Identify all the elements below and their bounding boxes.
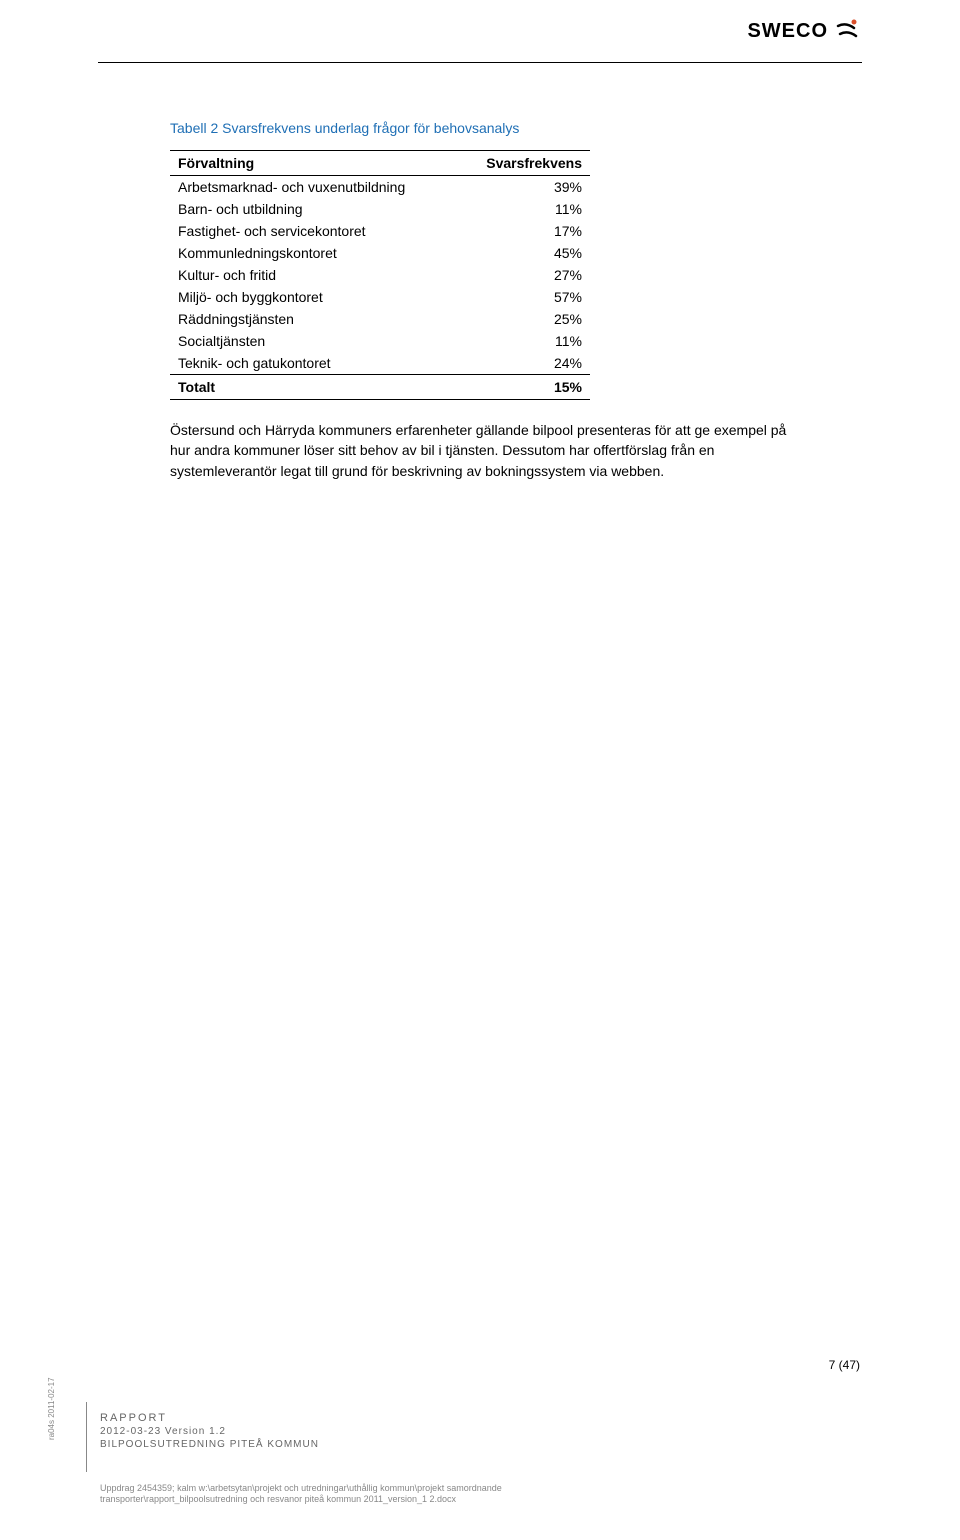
table-row: Fastighet- och servicekontoret 17%: [170, 220, 590, 242]
sweco-logo: SWECO: [747, 18, 860, 44]
row-value: 39%: [458, 176, 590, 199]
table-row: Arbetsmarknad- och vuxenutbildning 39%: [170, 176, 590, 199]
footer-path: Uppdrag 2454359; kalm w:\arbetsytan\proj…: [100, 1483, 502, 1506]
table-row: Barn- och utbildning 11%: [170, 198, 590, 220]
page-number: 7 (47): [829, 1358, 860, 1372]
footer-vertical-line: [86, 1402, 87, 1472]
footer-left-block: RAPPORT 2012-03-23 Version 1.2 BILPOOLSU…: [100, 1412, 319, 1450]
row-label: Kultur- och fritid: [170, 264, 458, 286]
table-row: Teknik- och gatukontoret 24%: [170, 352, 590, 375]
subtitle-label: BILPOOLSUTREDNING PITEÅ KOMMUN: [100, 1439, 319, 1450]
table-caption: Tabell 2 Svarsfrekvens underlag frågor f…: [170, 120, 810, 136]
row-label: Socialtjänsten: [170, 330, 458, 352]
table-row: Räddningstjänsten 25%: [170, 308, 590, 330]
table-total-row: Totalt 15%: [170, 375, 590, 400]
svarsfrekvens-table: Förvaltning Svarsfrekvens Arbetsmarknad-…: [170, 150, 590, 400]
vertical-code: ra04s 2011-02-17: [47, 1377, 56, 1440]
row-value: 11%: [458, 330, 590, 352]
sweco-logo-icon: [834, 18, 860, 44]
row-value: 57%: [458, 286, 590, 308]
total-label: Totalt: [170, 375, 458, 400]
version-label: 2012-03-23 Version 1.2: [100, 1426, 319, 1437]
row-label: Räddningstjänsten: [170, 308, 458, 330]
row-value: 24%: [458, 352, 590, 375]
row-value: 11%: [458, 198, 590, 220]
body-paragraph: Östersund och Härryda kommuners erfarenh…: [170, 420, 810, 481]
table-row: Kultur- och fritid 27%: [170, 264, 590, 286]
page-header: SWECO: [0, 0, 960, 70]
page-footer: ra04s 2011-02-17 7 (47) RAPPORT 2012-03-…: [0, 1340, 960, 1540]
main-content: Tabell 2 Svarsfrekvens underlag frågor f…: [170, 120, 810, 481]
row-label: Fastighet- och servicekontoret: [170, 220, 458, 242]
table-row: Socialtjänsten 11%: [170, 330, 590, 352]
rapport-label: RAPPORT: [100, 1412, 319, 1424]
logo-text: SWECO: [747, 20, 828, 43]
row-label: Barn- och utbildning: [170, 198, 458, 220]
header-rule: [98, 62, 862, 63]
table-row: Kommunledningskontoret 45%: [170, 242, 590, 264]
table-header-row: Förvaltning Svarsfrekvens: [170, 151, 590, 176]
row-value: 25%: [458, 308, 590, 330]
total-value: 15%: [458, 375, 590, 400]
col-value-header: Svarsfrekvens: [458, 151, 590, 176]
path-line-1: Uppdrag 2454359; kalm w:\arbetsytan\proj…: [100, 1483, 502, 1495]
path-line-2: transporter\rapport_bilpoolsutredning oc…: [100, 1494, 502, 1506]
row-label: Miljö- och byggkontoret: [170, 286, 458, 308]
row-label: Arbetsmarknad- och vuxenutbildning: [170, 176, 458, 199]
row-value: 45%: [458, 242, 590, 264]
row-label: Kommunledningskontoret: [170, 242, 458, 264]
col-label-header: Förvaltning: [170, 151, 458, 176]
row-value: 17%: [458, 220, 590, 242]
table-row: Miljö- och byggkontoret 57%: [170, 286, 590, 308]
row-value: 27%: [458, 264, 590, 286]
row-label: Teknik- och gatukontoret: [170, 352, 458, 375]
